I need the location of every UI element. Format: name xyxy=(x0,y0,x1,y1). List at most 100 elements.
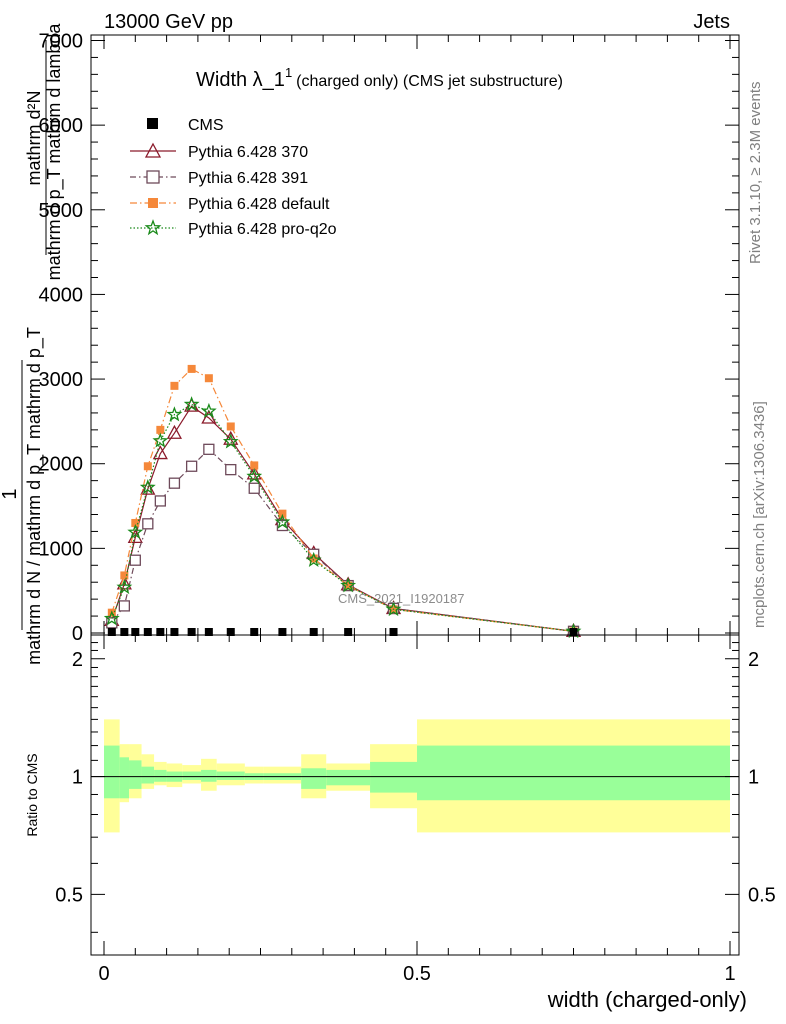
ratio-band-inner xyxy=(129,760,142,789)
legend-marker-q2o xyxy=(144,219,162,236)
cms-data-point xyxy=(120,628,129,636)
x-tick-label: 0.5 xyxy=(403,963,431,985)
y-tick-label: 4000 xyxy=(39,284,84,306)
ratio-y-tick-label-right: 0.5 xyxy=(748,884,776,906)
analysis-watermark: CMS_2021_I1920187 xyxy=(338,591,465,606)
data-point-default xyxy=(204,374,213,383)
cms-data-point xyxy=(170,628,179,636)
series-p391 xyxy=(106,443,580,637)
y-tick-label: 2000 xyxy=(39,454,84,476)
data-point-391 xyxy=(185,460,198,472)
series-pq2o xyxy=(103,396,582,639)
legend-label-391: Pythia 6.428 391 xyxy=(188,170,308,187)
energy-label: 13000 GeV pp xyxy=(104,11,233,33)
plot-title-superscript: 1 xyxy=(285,65,292,80)
data-point-q2o xyxy=(305,551,322,568)
ratio-band-inner xyxy=(301,768,327,789)
rivet-version-label: Rivet 3.1.10, ≥ 2.3M events xyxy=(747,82,764,265)
ylabel-main-denominator: mathrm d N / mathrm d p_T mathrm d p_T xyxy=(24,327,45,665)
ratio-band-inner xyxy=(216,771,245,780)
data-point-default xyxy=(309,554,318,563)
ratio-y-axis-label: Ratio to CMS xyxy=(24,753,40,836)
x-axis-ticks: 0 0.5 1 xyxy=(98,35,736,985)
data-point-391 xyxy=(225,463,237,476)
data-point-q2o xyxy=(152,432,169,448)
data-point-q2o xyxy=(200,402,217,418)
ratio-y-tick-label-right: 2 xyxy=(748,649,759,671)
series-line-pq2o xyxy=(111,403,574,632)
ratio-band-inner xyxy=(417,745,730,801)
data-point-370 xyxy=(201,409,217,424)
data-point-default xyxy=(120,571,129,580)
plot-title: Width λ_11 (charged only) (CMS jet substr… xyxy=(196,65,563,91)
y-tick-label: 3000 xyxy=(39,369,84,391)
data-point-391 xyxy=(129,554,141,566)
data-point-default xyxy=(170,381,179,390)
data-point-default xyxy=(344,581,353,590)
legend-label-cms: CMS xyxy=(188,117,224,134)
main-series-group xyxy=(103,364,582,639)
ylabel-main-numerator: 1 xyxy=(0,488,21,499)
ylabel-top-denominator: mathrm d p_T mathrm d lambda xyxy=(44,23,65,281)
data-point-default xyxy=(156,425,165,434)
data-point-default xyxy=(250,461,259,470)
legend: CMS Pythia 6.428 370 Pythia 6.428 391 Py… xyxy=(130,117,337,238)
cms-data-point xyxy=(143,628,152,636)
legend-label-q2o: Pythia 6.428 pro-q2o xyxy=(188,221,337,238)
data-point-q2o xyxy=(183,396,200,412)
y-tick-label: 5000 xyxy=(39,200,84,222)
x-axis-label: width (charged-only) xyxy=(547,987,747,1012)
cms-data-point xyxy=(204,628,213,636)
x-tick-label: 1 xyxy=(724,963,735,985)
ratio-y-tick-label: 2 xyxy=(72,649,83,671)
y-tick-label: 7000 xyxy=(39,31,84,53)
data-point-q2o xyxy=(246,468,263,484)
ratio-band-inner xyxy=(141,766,155,784)
ylabel-top-numerator: mathrm d²N xyxy=(24,90,44,185)
ratio-band-inner xyxy=(104,745,120,799)
data-point-default xyxy=(226,422,235,431)
plot-title-main: Width λ_1 xyxy=(196,69,285,91)
ratio-band-inner xyxy=(182,771,202,780)
cms-data-point xyxy=(250,628,259,636)
data-point-q2o xyxy=(385,600,402,617)
data-point-q2o xyxy=(139,479,156,495)
cms-data-point xyxy=(107,628,116,636)
mcplots-label: mcplots.cern.ch [arXiv:1306.3436] xyxy=(751,401,768,628)
ratio-band-inner xyxy=(326,769,371,786)
main-axis-ticks: 0 1000 2000 3000 4000 5000 6000 7000 xyxy=(39,31,739,645)
data-point-q2o xyxy=(166,406,183,422)
ratio-plot-frame xyxy=(90,634,740,956)
legend-label-370: Pythia 6.428 370 xyxy=(188,144,308,161)
data-point-q2o xyxy=(340,577,357,593)
ratio-band-inner xyxy=(201,769,217,782)
ratio-band-inner xyxy=(119,757,130,799)
data-point-391 xyxy=(142,518,154,530)
data-point-default xyxy=(278,509,287,518)
legend-marker-default xyxy=(148,198,158,208)
cms-data-point xyxy=(156,628,165,636)
cms-data-point xyxy=(344,628,353,636)
data-point-q2o xyxy=(274,513,291,529)
data-point-391 xyxy=(248,482,260,494)
cms-data-point xyxy=(187,628,196,636)
legend-marker-cms xyxy=(147,118,158,129)
legend-marker-370 xyxy=(144,142,162,158)
ratio-y-tick-label-right: 1 xyxy=(748,767,759,789)
ratio-y-tick-label: 1 xyxy=(72,767,83,789)
cms-data-point xyxy=(389,628,398,636)
ratio-uncertainty-bands xyxy=(104,719,730,833)
data-point-391 xyxy=(168,477,181,489)
data-point-391 xyxy=(118,600,130,612)
data-point-q2o xyxy=(103,610,120,626)
data-point-q2o xyxy=(222,433,239,449)
x-tick-label: 0 xyxy=(98,963,109,985)
main-y-axis-label: mathrm d²N mathrm d p_T mathrm d lambda … xyxy=(0,23,65,665)
cms-data-point xyxy=(226,628,235,636)
ratio-axis-ticks: 0.5 0.5 1 1 2 2 xyxy=(55,642,776,933)
data-point-default xyxy=(187,364,196,373)
legend-label-default: Pythia 6.428 default xyxy=(188,196,330,213)
data-point-391 xyxy=(154,495,166,507)
cms-data-point xyxy=(309,628,318,636)
